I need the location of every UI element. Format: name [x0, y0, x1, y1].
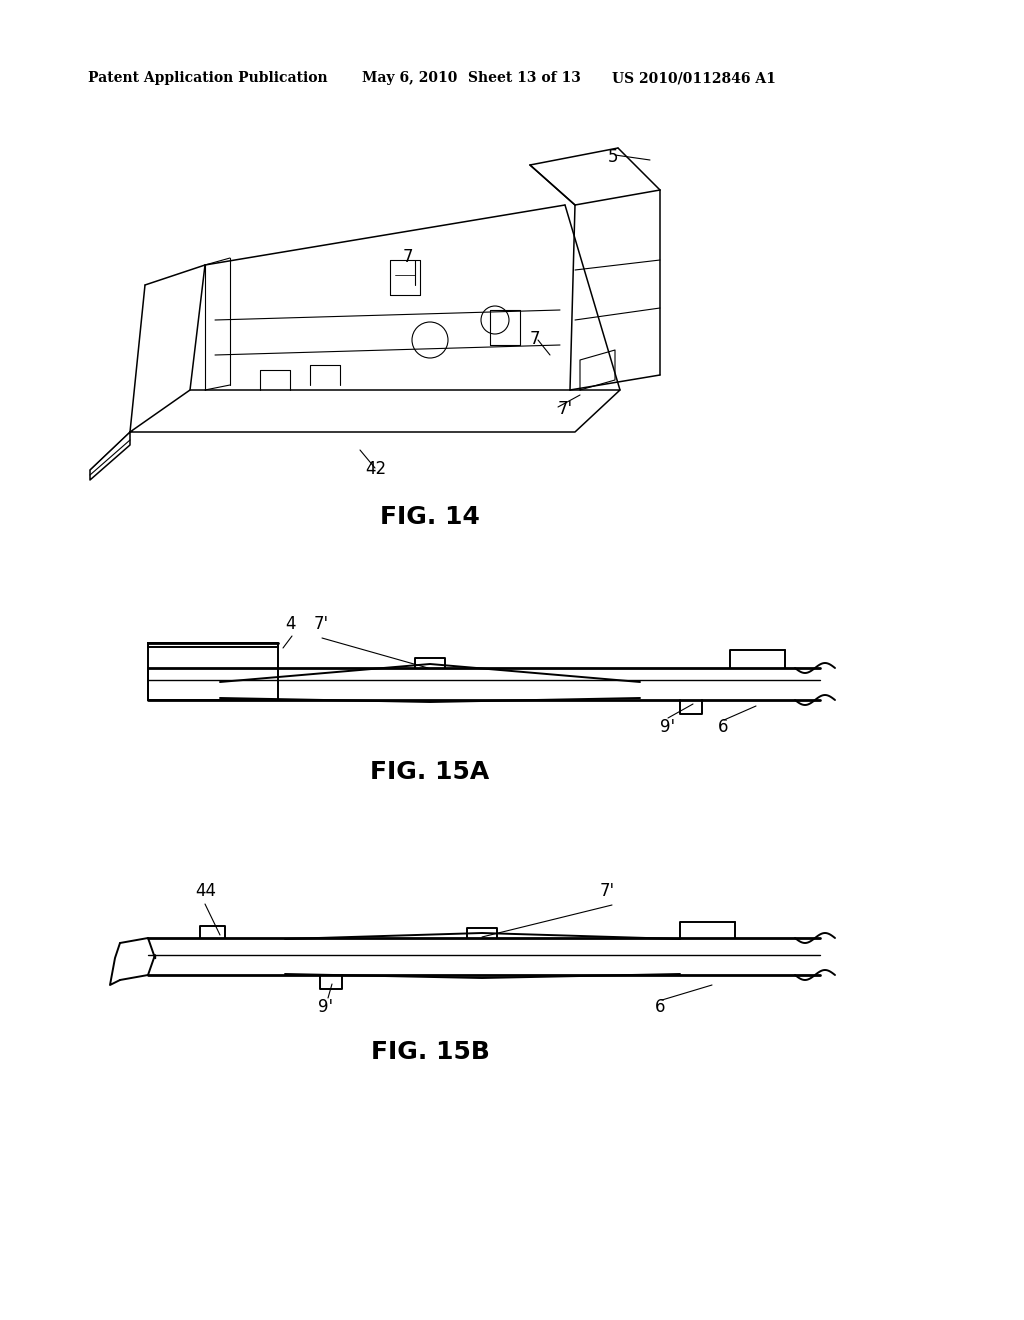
Text: Sheet 13 of 13: Sheet 13 of 13 — [468, 71, 581, 84]
Text: 7: 7 — [403, 248, 414, 267]
Text: 6: 6 — [655, 998, 666, 1016]
Text: 7': 7' — [314, 615, 329, 634]
Text: 9': 9' — [318, 998, 333, 1016]
Text: FIG. 15A: FIG. 15A — [371, 760, 489, 784]
Text: Patent Application Publication: Patent Application Publication — [88, 71, 328, 84]
Text: 7: 7 — [530, 330, 541, 348]
Text: 7': 7' — [558, 400, 573, 418]
Text: 5: 5 — [608, 148, 618, 166]
Text: 44: 44 — [195, 882, 216, 900]
Text: 9': 9' — [660, 718, 675, 737]
Text: FIG. 15B: FIG. 15B — [371, 1040, 489, 1064]
Text: US 2010/0112846 A1: US 2010/0112846 A1 — [612, 71, 776, 84]
Text: May 6, 2010: May 6, 2010 — [362, 71, 458, 84]
Text: 7': 7' — [600, 882, 615, 900]
Text: 6: 6 — [718, 718, 728, 737]
Text: 4: 4 — [285, 615, 296, 634]
Text: FIG. 14: FIG. 14 — [380, 506, 480, 529]
Text: 42: 42 — [365, 459, 386, 478]
